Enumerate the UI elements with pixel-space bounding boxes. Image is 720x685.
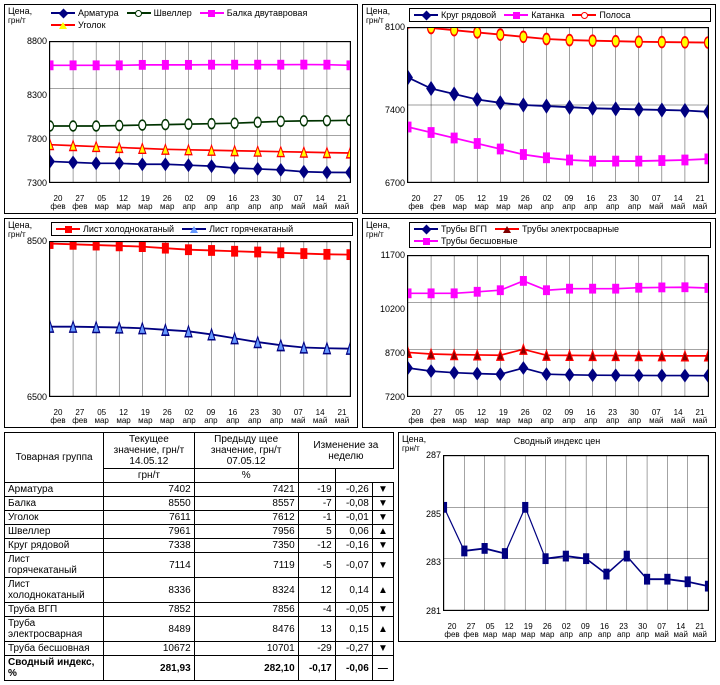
price-table-wrap: Товарная группа Текущее значение, грн/т1…: [4, 432, 394, 681]
table-footer: Сводный индекс, %281,93282,10 -0,17-0,06…: [5, 656, 394, 681]
th-group: Товарная группа: [5, 433, 104, 483]
chart-4: Цена,грн/тТрубы ВГПТрубы электросварныеТ…: [362, 218, 716, 428]
table-row: Лист холоднокатаный83368324 120,14▲: [5, 578, 394, 603]
chart-1: Цена,грн/т Арматура Швеллер Балка двутавров…: [4, 4, 358, 214]
th-dir: [298, 469, 335, 483]
y-axis: 8800830078007300: [9, 41, 47, 183]
legend-item: Швеллер: [127, 8, 192, 18]
table-row: Труба бесшовная1067210701 -29-0,27▼: [5, 642, 394, 656]
table-row: Швеллер79617956 50,06▲: [5, 525, 394, 539]
th-change: Изменение за неделю: [298, 433, 393, 469]
legend: Круг рядовой Катанка Полоса: [409, 8, 711, 22]
legend-item: Балка двутавровая: [200, 8, 308, 18]
ylabel: Цена,грн/т: [8, 7, 32, 26]
ylabel: Цена,грн/т: [366, 221, 390, 240]
table-row: Труба ВГП78527856 -4-0,05▼: [5, 603, 394, 617]
plot-area: [49, 241, 351, 397]
legend-item: Трубы бесшовные: [414, 236, 518, 246]
y-axis: 117001020087007200: [367, 255, 405, 397]
x-axis: 20фев27фев05мар12мар19мар26мар02апр09апр…: [49, 195, 351, 211]
legend-item: Трубы ВГП: [414, 224, 487, 234]
table-row: Круг рядовой73387350 -12-0,16▼: [5, 539, 394, 553]
x-axis: 20фев27фев05мар12мар19мар26мар02апр09апр…: [49, 409, 351, 425]
legend: Арматура Швеллер Балка двутавровая Уголок: [51, 8, 353, 30]
table-row: Труба электросварная84898476 130,15▲: [5, 617, 394, 642]
legend-item: Трубы электросварные: [495, 224, 619, 234]
y-axis: 287285283281: [403, 455, 441, 611]
x-axis: 20фев27фев05мар12мар19мар26мар02апр09апр…: [407, 409, 709, 425]
th-sub1: грн/т: [104, 469, 195, 483]
legend-item: Полоса: [572, 10, 630, 20]
legend-item: Круг рядовой: [414, 10, 496, 20]
th-sub2: %: [194, 469, 298, 483]
legend-item: Лист горячекатаный: [182, 224, 293, 234]
plot-area: [407, 255, 709, 397]
chart-3: Цена,грн/тЛист холоднокатаныйЛист горяче…: [4, 218, 358, 428]
legend-item: Лист холоднокатаный: [56, 224, 174, 234]
legend: Лист холоднокатаный Лист горячекатаный: [51, 222, 353, 236]
x-axis: 20фев27фев05мар12мар19мар26мар02апр09апр…: [407, 195, 709, 211]
legend-item: Арматура: [51, 8, 119, 18]
table-row: Балка85508557 -7-0,08▼: [5, 497, 394, 511]
table-row: Арматура74027421 -19-0,26▼: [5, 483, 394, 497]
y-axis: 85006500: [9, 241, 47, 397]
table-row: Уголок76117612 -1-0,01▼: [5, 511, 394, 525]
legend-item: Катанка: [504, 10, 564, 20]
plot-area: [407, 27, 709, 183]
y-axis: 810074006700: [367, 27, 405, 183]
chart-index: Цена,грн/тСводный индекс цен287285283281…: [398, 432, 716, 642]
legend-item: Уголок: [51, 20, 106, 30]
plot-area: [443, 455, 709, 611]
table-row: Лист горячекатаный71147119 -5-0,07▼: [5, 553, 394, 578]
th-cur: Текущее значение, грн/т14.05.12: [104, 433, 195, 469]
th-prev: Предыду щее значение, грн/т07.05.12: [194, 433, 298, 469]
price-table: Товарная группа Текущее значение, грн/т1…: [4, 432, 394, 681]
legend: Трубы ВГП Трубы электросварные Трубы бесшо…: [409, 222, 711, 248]
chart-2: Цена,грн/тКруг рядовойКатанкаПолоса81007…: [362, 4, 716, 214]
plot-area: [49, 41, 351, 183]
chart-title: Сводный индекс цен: [399, 433, 715, 446]
x-axis: 20фев27фев05мар12мар19мар26мар02апр09апр…: [443, 623, 709, 639]
